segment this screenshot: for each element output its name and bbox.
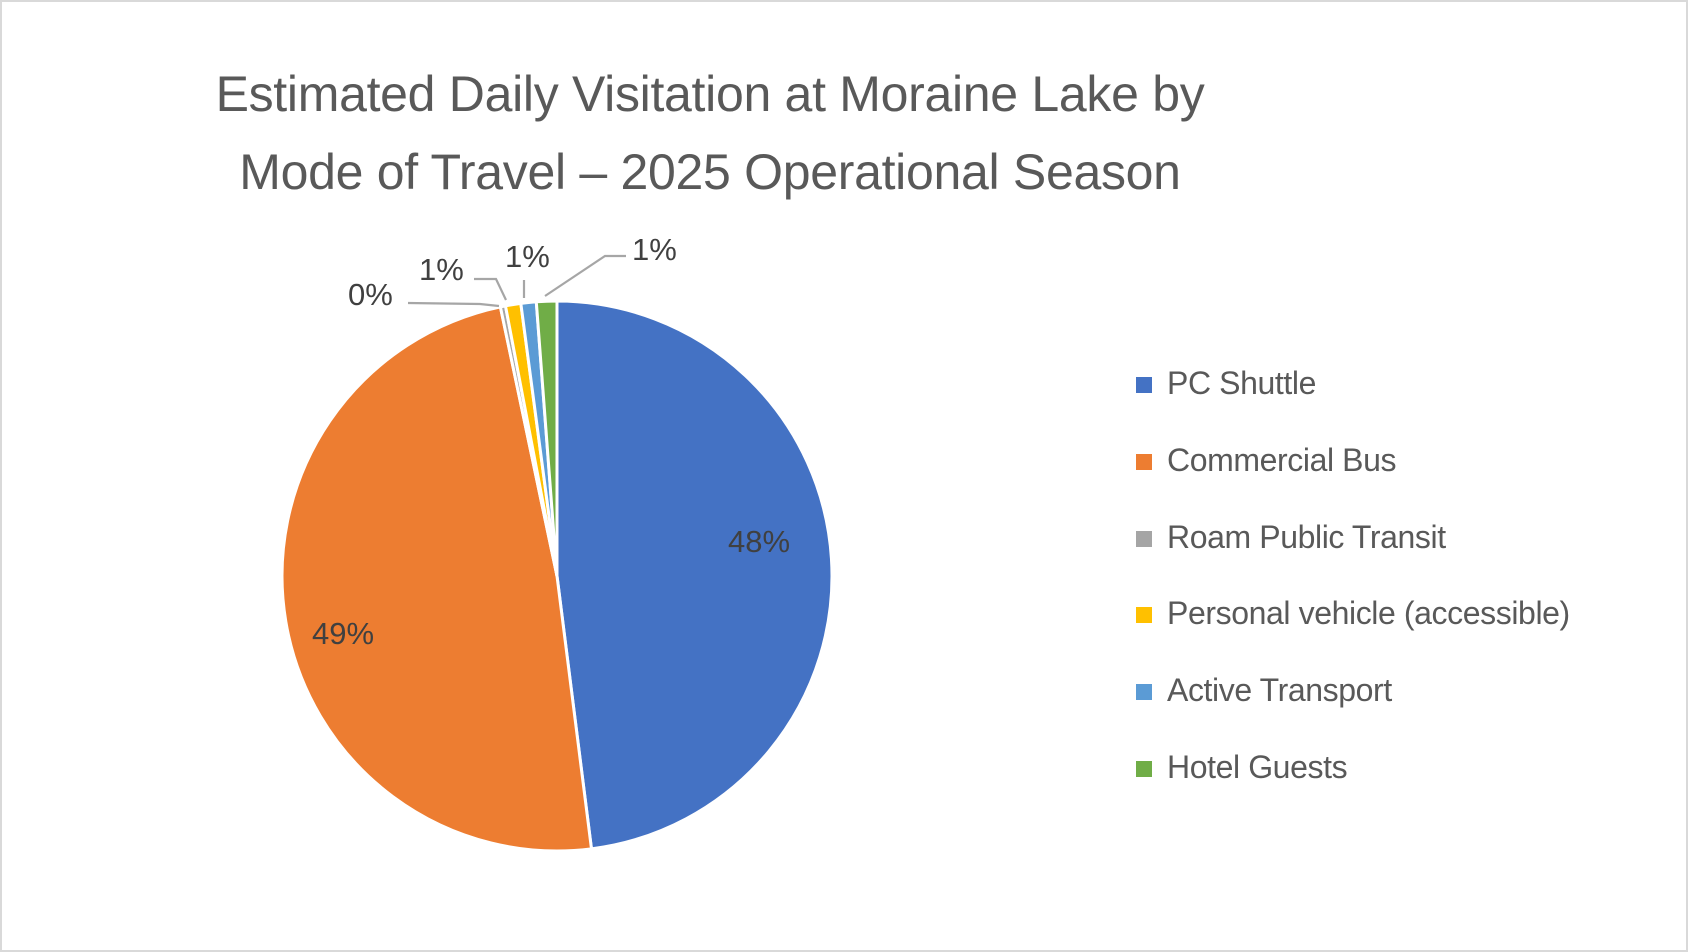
- leader-line-roam-public-transit: [407, 301, 500, 308]
- legend-swatch-icon: [1136, 530, 1152, 547]
- leader-lines: [407, 254, 626, 308]
- legend-swatch-icon: [1136, 377, 1152, 393]
- chart-title-line-1: Estimated Daily Visitation at Moraine La…: [215, 66, 1205, 122]
- data-label-personal-vehicle: 1%: [419, 252, 464, 287]
- data-label-commercial-bus: 49%: [312, 616, 375, 651]
- leader-line-personal-vehicle: [474, 277, 507, 301]
- chart-title-line-2: Mode of Travel – 2025 Operational Season: [239, 144, 1181, 200]
- legend-label: Roam Public Transit: [1167, 518, 1446, 555]
- pie-slice-hotel-guests[interactable]: [534, 299, 559, 578]
- chart-title: Estimated Daily Visitation at Moraine La…: [0, 55, 1420, 211]
- legend-swatch-icon: [1136, 453, 1152, 470]
- data-label-roam-public-transit: 0%: [348, 277, 393, 312]
- legend-swatch-icon: [1136, 607, 1152, 624]
- data-label-active-transport: 1%: [505, 239, 550, 274]
- leader-line-hotel-guests: [544, 254, 626, 297]
- pie-slice-commercial-bus[interactable]: [280, 305, 593, 853]
- legend-label: Personal vehicle (accessible): [1167, 595, 1570, 632]
- legend-label: PC Shuttle: [1167, 365, 1316, 401]
- data-label-hotel-guests: 1%: [632, 232, 677, 267]
- legend-swatch-icon: [1136, 760, 1152, 777]
- legend-label: Active Transport: [1167, 672, 1392, 709]
- data-label-pc-shuttle: 48%: [728, 524, 791, 559]
- pie-slices: [280, 299, 834, 853]
- legend-label: Hotel Guests: [1167, 748, 1348, 785]
- legend-swatch-icon: [1136, 684, 1152, 701]
- legend-label: Commercial Bus: [1167, 441, 1397, 478]
- pie-slice-pc-shuttle[interactable]: [555, 299, 834, 851]
